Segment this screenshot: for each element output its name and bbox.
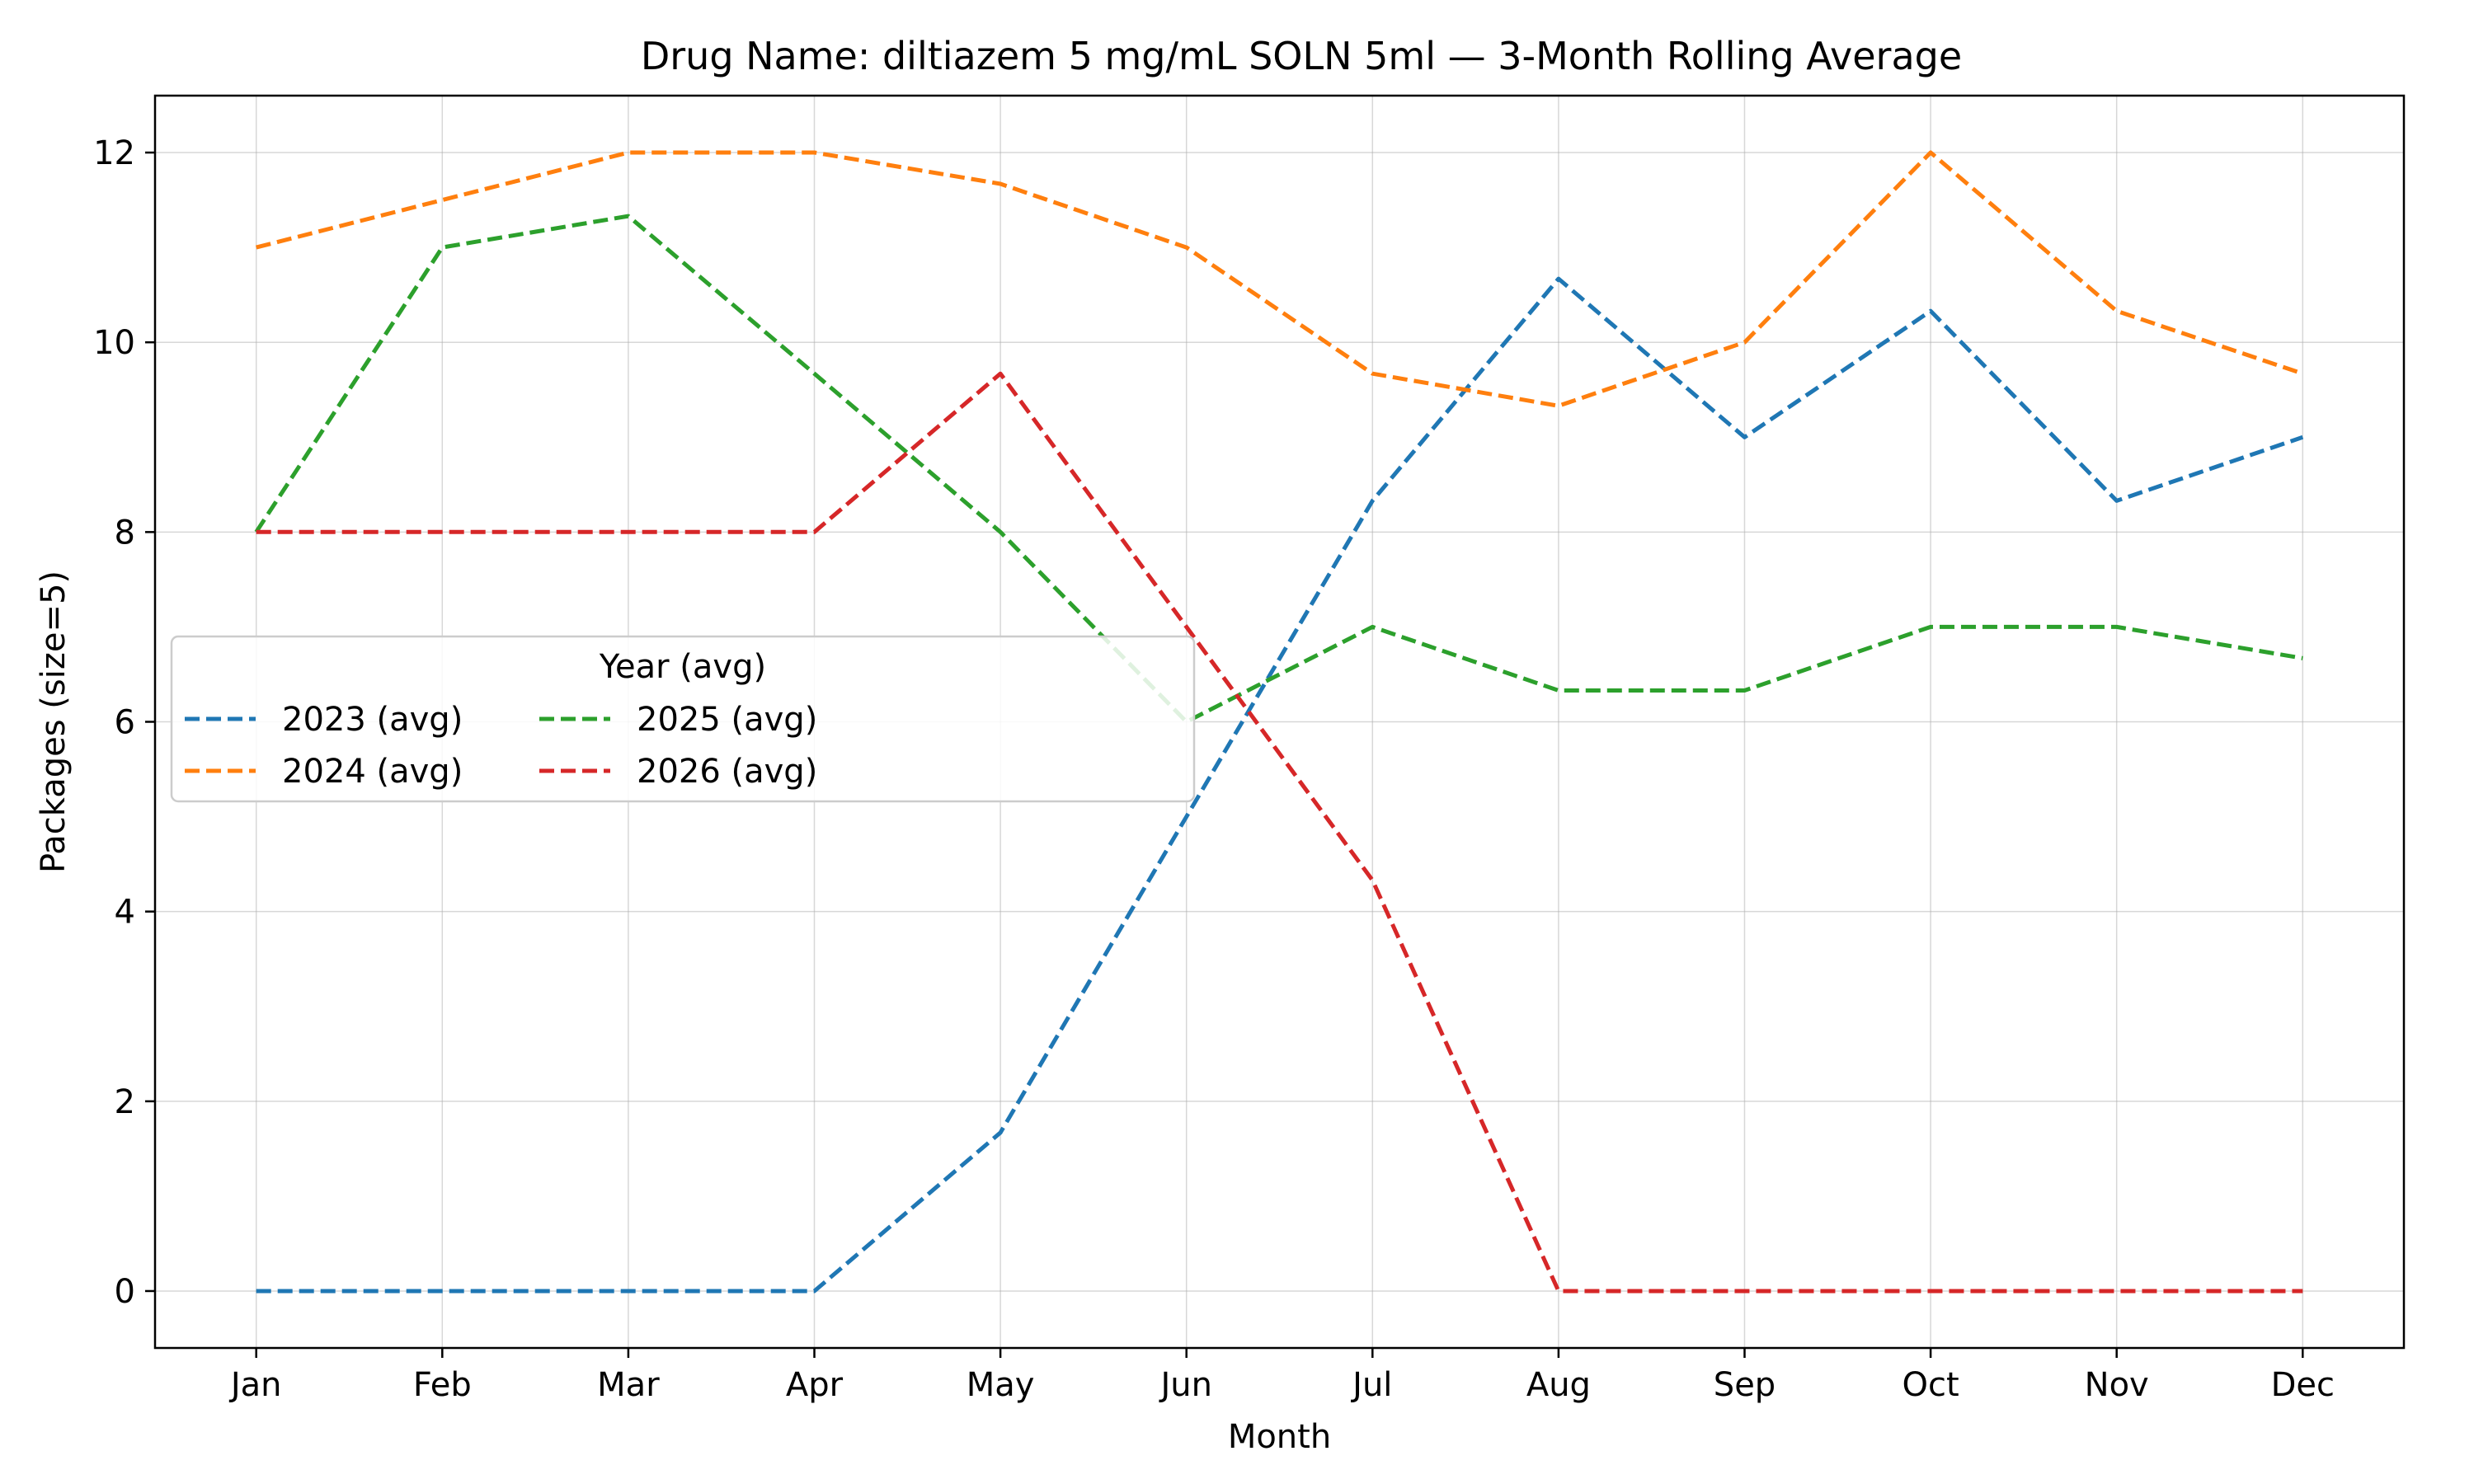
chart-title: Drug Name: diltiazem 5 mg/mL SOLN 5ml — … [641,34,1962,78]
series-line-4 [256,371,2303,1294]
x-tick-label: Apr [786,1366,844,1404]
series-line-3 [254,214,2303,724]
y-axis-ticks: 0 2 4 6 8 10 12 [93,134,155,1311]
x-tick-label: Feb [413,1366,472,1404]
series-group [254,150,2304,1294]
x-tick-label: Jun [1158,1366,1212,1404]
x-axis-label: Month [1228,1418,1331,1456]
y-tick-label: 6 [115,704,135,742]
x-tick-label: Nov [2085,1366,2149,1404]
legend: Year (avg) 2023 (avg) 2024 (avg) 2025 (avg)… [170,635,1196,803]
x-tick-label: Oct [1903,1366,1959,1404]
series-line-1 [256,276,2304,1294]
x-tick-label: Mar [597,1366,660,1404]
legend-entry-label: 2026 (avg) [637,753,817,791]
x-tick-label: Jan [228,1366,282,1404]
legend-box [170,635,1196,803]
x-tick-label: Sep [1714,1366,1776,1404]
y-tick-label: 12 [93,134,135,172]
y-axis-label: Packages (size=5) [35,571,73,873]
y-tick-label: 4 [115,894,135,932]
y-tick-label: 8 [115,514,135,552]
x-tick-label: Aug [1526,1366,1591,1404]
grid-lines [155,96,2404,1348]
x-tick-label: May [967,1366,1035,1404]
legend-title: Year (avg) [599,648,766,686]
y-tick-label: 0 [115,1273,135,1311]
x-tick-label: Dec [2271,1366,2335,1404]
x-tick-label: Jul [1350,1366,1392,1404]
legend-entry-label: 2024 (avg) [282,753,463,791]
legend-entry-label: 2025 (avg) [637,701,817,739]
x-axis-ticks: Jan Feb Mar Apr May Jun Jul Aug Sep Oct Nov Dec [228,1348,2335,1404]
y-tick-label: 2 [115,1083,135,1121]
series-line-2 [256,150,2304,408]
y-tick-label: 10 [93,324,135,362]
legend-entry-label: 2023 (avg) [282,701,463,739]
